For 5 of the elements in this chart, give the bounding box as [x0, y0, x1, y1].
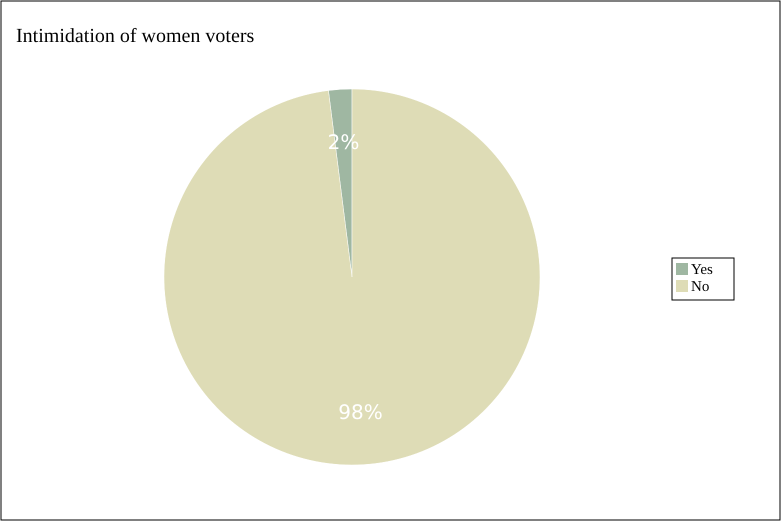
chart-title: Intimidation of women voters	[16, 25, 255, 47]
legend-label: Yes	[691, 262, 713, 278]
pie-slice	[164, 88, 540, 465]
data-label: 98%	[338, 400, 383, 424]
legend-label: No	[691, 279, 710, 295]
